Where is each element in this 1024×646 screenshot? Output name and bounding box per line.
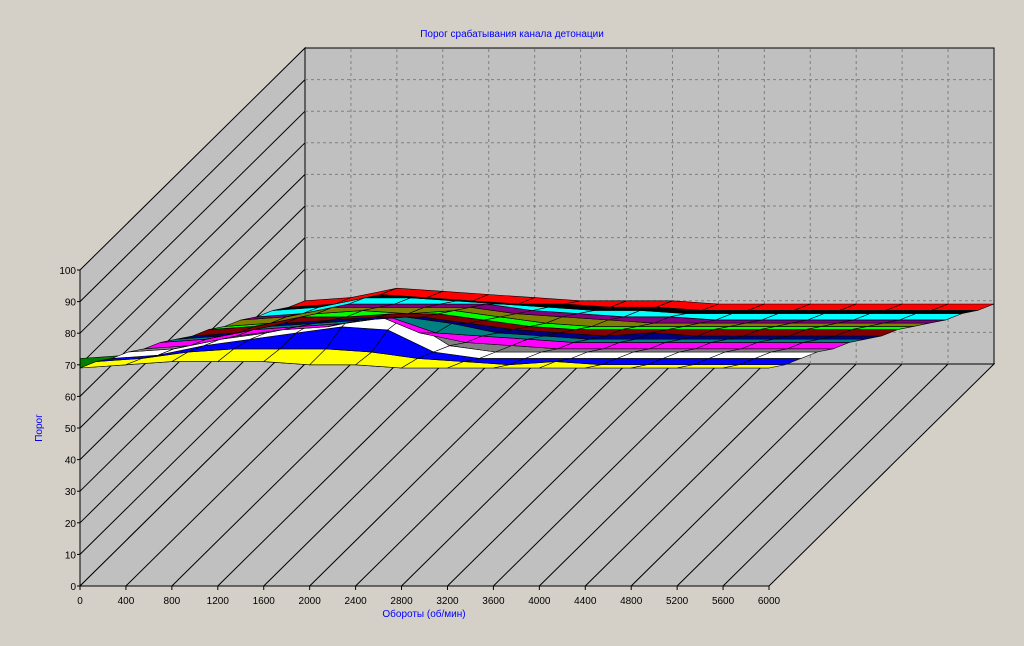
y-tick-label: 40: [65, 456, 77, 467]
x-tick-label: 1600: [253, 596, 276, 607]
floor-grid-line: [493, 363, 719, 587]
y-tick-label: 20: [65, 519, 77, 530]
x-tick-label: 5600: [712, 596, 735, 607]
floor-grid-line: [355, 363, 581, 587]
y-tick-label: 70: [65, 361, 77, 372]
y-tick-label: 60: [65, 392, 77, 403]
side-grid-line: [79, 205, 306, 429]
x-tick-label: 2400: [344, 596, 367, 607]
x-tick-label: 400: [118, 596, 135, 607]
floor-grid-line: [171, 363, 398, 587]
x-tick-label: 4400: [574, 596, 597, 607]
floor-grid-line: [676, 363, 903, 587]
surface-band: [931, 303, 995, 311]
x-tick-label: 0: [77, 596, 83, 607]
floor-grid-line: [630, 363, 857, 587]
side-grid-line: [79, 110, 306, 334]
side-grid-line: [79, 268, 306, 492]
y-tick-label: 80: [65, 329, 77, 340]
floor-grid-line: [447, 363, 673, 587]
y-tick-label: 100: [59, 266, 76, 277]
floor-grid-line: [125, 363, 352, 587]
y-tick-label: 50: [65, 424, 77, 435]
floor-grid-line: [584, 363, 811, 587]
floor-grid-line: [722, 363, 949, 587]
x-tick-label: 2000: [299, 596, 322, 607]
y-axis-label: Порог: [34, 414, 45, 442]
x-tick-label: 3200: [436, 596, 459, 607]
side-grid-line: [79, 142, 306, 366]
floor-grid-line: [401, 363, 627, 587]
y-tick-label: 0: [70, 582, 76, 593]
floor-grid-line: [263, 363, 490, 587]
x-tick-label: 5200: [666, 596, 689, 607]
x-tick-label: 1200: [207, 596, 230, 607]
floor-grid-line: [538, 363, 765, 587]
y-tick-label: 30: [65, 487, 77, 498]
floor-grid-line: [309, 363, 536, 587]
x-tick-label: 4000: [528, 596, 551, 607]
y-tick-label: 10: [65, 550, 77, 561]
x-axis-label: Обороты (об/мин): [382, 608, 465, 620]
x-tick-label: 6000: [758, 596, 781, 607]
floor-grid-line: [217, 363, 444, 587]
x-tick-label: 2800: [390, 596, 413, 607]
y-tick-label: 90: [65, 298, 77, 309]
side-grid-line: [79, 79, 306, 302]
chart-title: Порог срабатывания канала детонации: [420, 28, 604, 40]
x-tick-label: 4800: [620, 596, 643, 607]
x-tick-label: 800: [164, 596, 181, 607]
side-grid-line: [79, 332, 306, 555]
x-tick-label: 3600: [482, 596, 505, 607]
